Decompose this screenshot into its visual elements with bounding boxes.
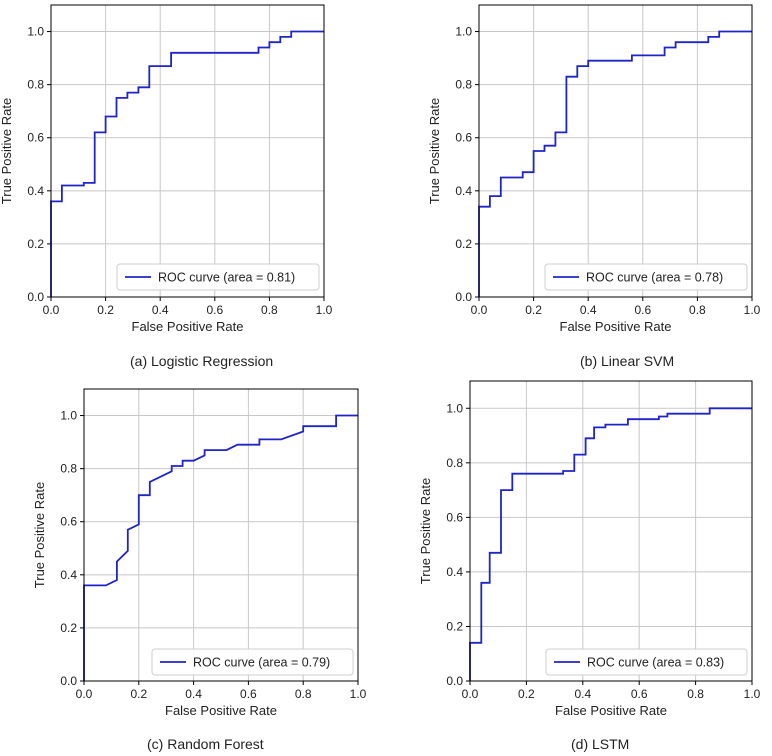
y-tick-label: 1.0: [446, 401, 463, 415]
roc-plot-logistic-regression: 0.0 0.2 0.4 0.6 0.8 1.0 0.0 0.2 0.4 0.6 0.8 1.0 Fals…: [0, 4, 333, 334]
x-tick-label: 0.0: [471, 303, 488, 317]
legend-box: [545, 648, 748, 676]
x-tick-label: 0.6: [240, 687, 257, 701]
roc-curve-line: [478, 30, 752, 297]
roc-plot-linear-svm: 0.0 0.2 0.4 0.6 0.8 1.0 0.0 0.2 0.4 0.6 0.8 1.0 Fals…: [427, 4, 761, 334]
x-tick-label: 0.2: [130, 687, 147, 701]
y-tick-label: 0.2: [455, 237, 472, 251]
x-tick-label: 0.0: [76, 687, 93, 701]
plot-frame: [478, 4, 753, 298]
roc-chart-linear-svm: 0.0 0.2 0.4 0.6 0.8 1.0 0.0 0.2 0.4 0.6 0.8 1.0 Fals…: [427, 4, 761, 369]
y-tick-label: 0.6: [60, 515, 77, 529]
x-tick-label: 0.0: [462, 687, 479, 701]
x-tick-label: 0.2: [525, 303, 542, 317]
x-tick-label: 0.0: [43, 303, 60, 317]
y-tick-label: 0.0: [60, 674, 77, 688]
y-tick-label: 0.4: [455, 184, 472, 198]
x-tick-label: 0.2: [97, 303, 114, 317]
y-tick-label: 0.2: [27, 237, 44, 251]
roc-curve-line: [83, 414, 358, 681]
y-tick-label: 0.2: [60, 621, 77, 635]
x-tick-label: 0.6: [634, 303, 651, 317]
x-tick-label: 0.4: [152, 303, 169, 317]
y-tick-label: 1.0: [27, 25, 44, 39]
y-axis-label: True Positive Rate: [0, 98, 14, 204]
x-tick-label: 0.8: [687, 687, 704, 701]
roc-plot-lstm: 0.0 0.2 0.4 0.6 0.8 1.0 0.0 0.2 0.4 0.6 0.8 1.0 Fals…: [418, 380, 761, 718]
legend-label: ROC curve (area = 0.78): [586, 271, 723, 285]
y-tick-label: 0.6: [455, 131, 472, 145]
x-axis-label: False Positive Rate: [165, 703, 277, 718]
y-tick-label: 1.0: [455, 25, 472, 39]
y-tick-label: 0.0: [446, 674, 463, 688]
y-axis-label: True Positive Rate: [32, 482, 47, 588]
x-tick-label: 0.8: [261, 303, 278, 317]
y-tick-label: 0.6: [446, 510, 463, 524]
y-tick-label: 0.4: [60, 568, 77, 582]
y-axis-label: True Positive Rate: [418, 478, 433, 584]
x-tick-label: 0.6: [206, 303, 223, 317]
roc-plot-random-forest: 0.0 0.2 0.4 0.6 0.8 1.0 0.0 0.2 0.4 0.6 0.8 1.0 Fals…: [32, 388, 367, 718]
x-tick-label: 0.6: [631, 687, 648, 701]
x-tick-label: 0.4: [185, 687, 202, 701]
plot-frame: [83, 388, 359, 682]
legend-label: ROC curve (area = 0.79): [193, 656, 330, 670]
x-axis-label: False Positive Rate: [560, 319, 672, 334]
legend-label: ROC curve (area = 0.83): [587, 656, 724, 670]
y-tick-label: 0.8: [27, 78, 44, 92]
y-tick-label: 0.2: [446, 619, 463, 633]
x-tick-label: 0.8: [295, 687, 312, 701]
y-tick-label: 0.0: [455, 290, 472, 304]
y-tick-label: 0.0: [27, 290, 44, 304]
legend-label: ROC curve (area = 0.81): [158, 271, 295, 285]
x-axis-label: False Positive Rate: [132, 319, 244, 334]
legend-box: [544, 263, 748, 291]
x-tick-label: 0.4: [574, 687, 591, 701]
y-tick-label: 0.8: [455, 78, 472, 92]
roc-chart-random-forest: 0.0 0.2 0.4 0.6 0.8 1.0 0.0 0.2 0.4 0.6 0.8 1.0 Fals…: [32, 388, 367, 752]
y-tick-label: 0.6: [27, 131, 44, 145]
x-tick-label: 0.2: [518, 687, 535, 701]
x-tick-label: 0.8: [689, 303, 706, 317]
caption-lstm: (d) LSTM: [571, 736, 630, 752]
caption-linear-svm: (b) Linear SVM: [580, 353, 675, 369]
roc-curve-line: [469, 407, 752, 681]
y-tick-label: 1.0: [60, 409, 77, 423]
y-tick-label: 0.8: [60, 462, 77, 476]
x-axis-label: False Positive Rate: [555, 703, 667, 718]
caption-logistic-regression: (a) Logistic Regression: [130, 353, 274, 369]
roc-chart-logistic-regression: 0.0 0.2 0.4 0.6 0.8 1.0 0.0 0.2 0.4 0.6 0.8 1.0 Fals…: [0, 0, 386, 378]
legend-box: [151, 648, 354, 676]
x-tick-label: 0.4: [580, 303, 597, 317]
y-tick-label: 0.4: [446, 565, 463, 579]
y-tick-label: 0.8: [446, 456, 463, 470]
y-axis-label: True Positive Rate: [427, 98, 442, 204]
y-tick-label: 0.4: [27, 184, 44, 198]
plot-frame: [469, 380, 753, 682]
legend-box: [116, 263, 320, 291]
x-tick-label: 1.0: [744, 687, 761, 701]
roc-curve-line: [50, 30, 324, 297]
caption-random-forest: (c) Random Forest: [147, 736, 264, 752]
x-tick-label: 1.0: [316, 303, 333, 317]
plot-frame: [50, 4, 325, 298]
x-tick-label: 1.0: [744, 303, 761, 317]
x-tick-label: 1.0: [350, 687, 367, 701]
